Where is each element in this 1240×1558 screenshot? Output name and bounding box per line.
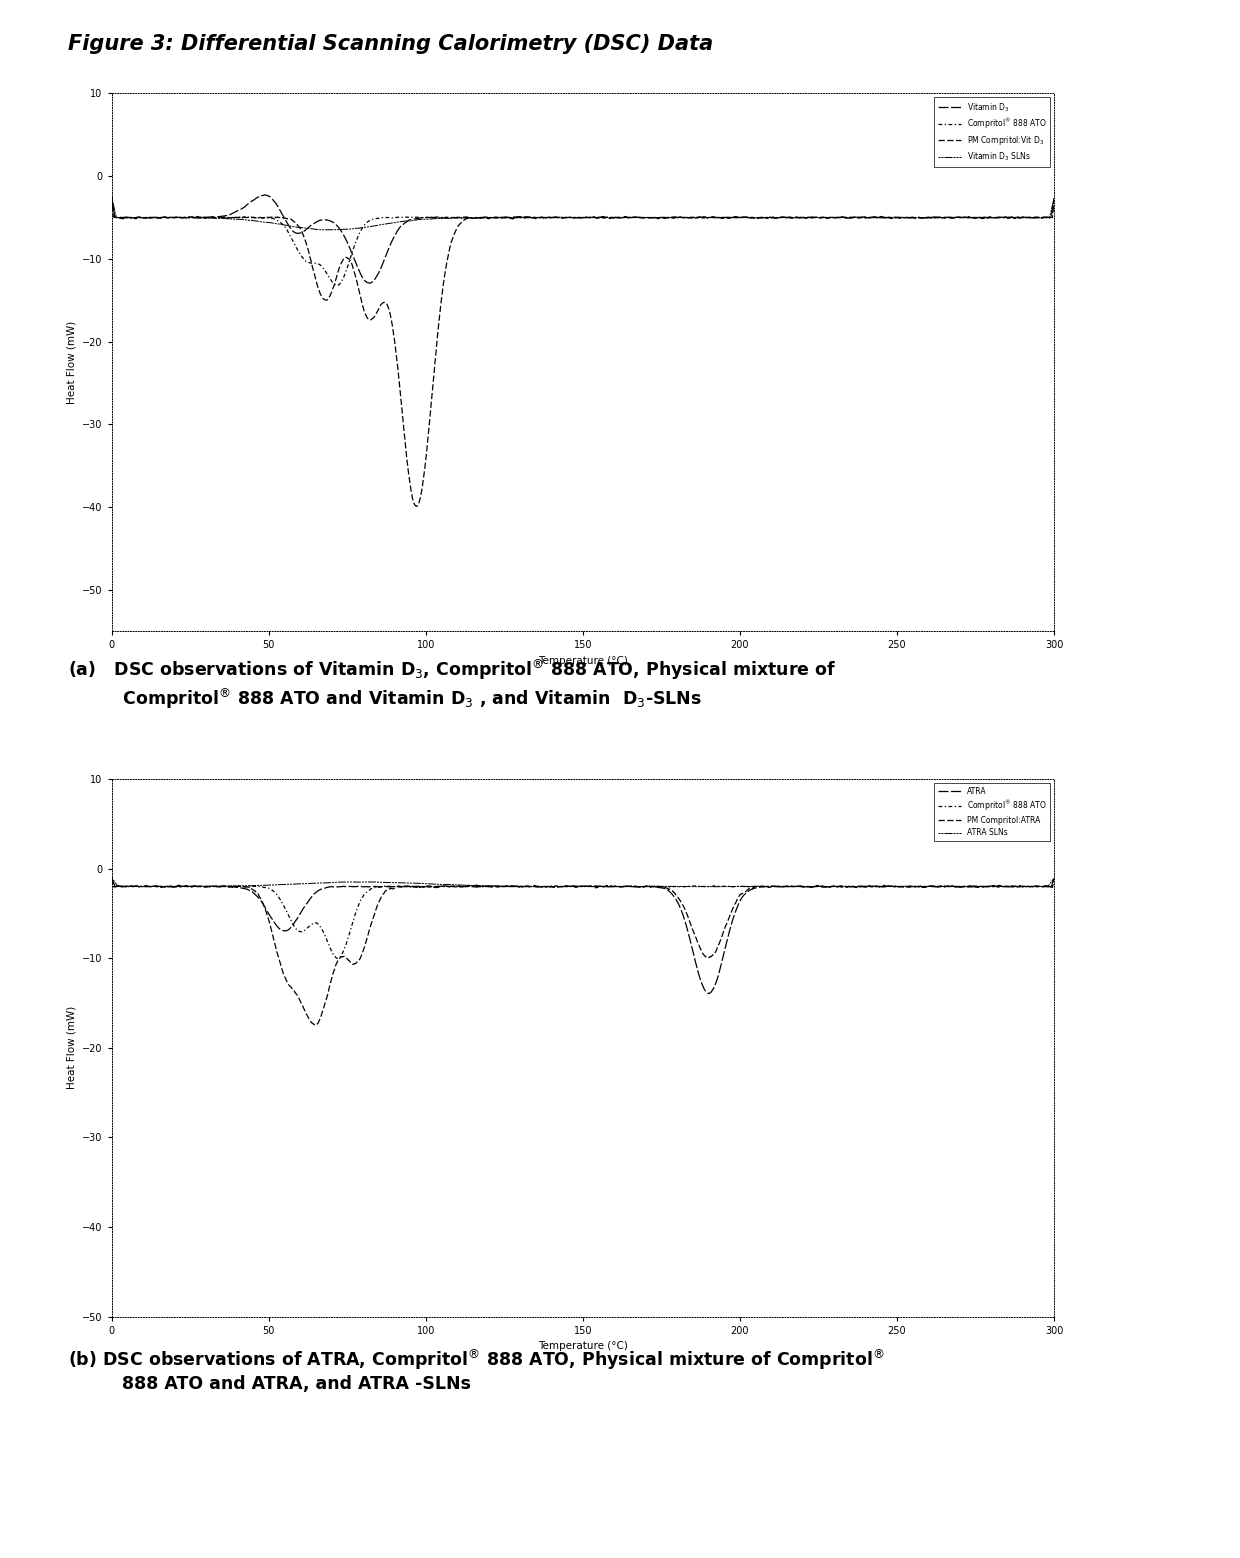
Text: (b) DSC observations of ATRA, Compritol$^{\circledR}$ 888 ATO, Physical mixture : (b) DSC observations of ATRA, Compritol$… [68, 1348, 884, 1393]
X-axis label: Temperature (°C): Temperature (°C) [538, 656, 627, 665]
Text: Figure 3: Differential Scanning Calorimetry (DSC) Data: Figure 3: Differential Scanning Calorime… [68, 34, 713, 55]
Legend: ATRA, Compritol$^®$ 888 ATO, PM Compritol:ATRA, ATRA SLNs: ATRA, Compritol$^®$ 888 ATO, PM Comprito… [934, 782, 1050, 841]
Y-axis label: Heat Flow (mW): Heat Flow (mW) [67, 321, 77, 404]
X-axis label: Temperature (°C): Temperature (°C) [538, 1341, 627, 1351]
Text: (a)   DSC observations of Vitamin D$_3$, Compritol$^{\circledR}$ 888 ATO, Physic: (a) DSC observations of Vitamin D$_3$, C… [68, 657, 836, 710]
Y-axis label: Heat Flow (mW): Heat Flow (mW) [67, 1006, 77, 1089]
Legend: Vitamin D$_3$, Compritol$^®$ 888 ATO, PM Compritol:Vit D$_3$, Vitamin D$_3$ SLNs: Vitamin D$_3$, Compritol$^®$ 888 ATO, PM… [934, 97, 1050, 167]
